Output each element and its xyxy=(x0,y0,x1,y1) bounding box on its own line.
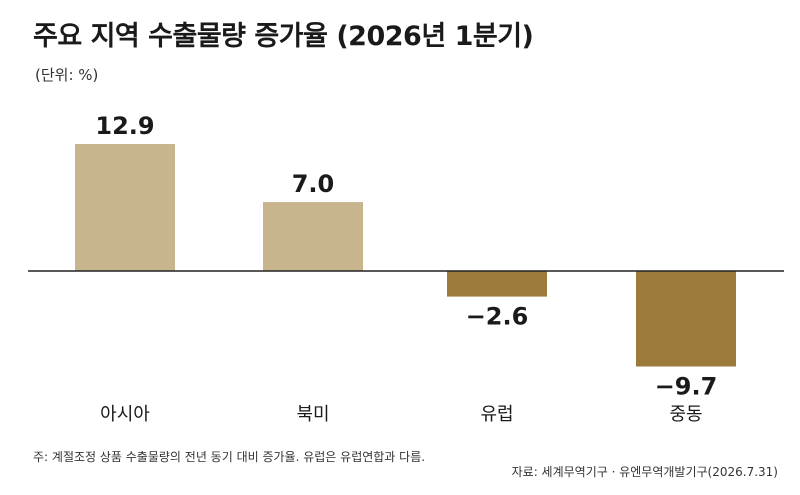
bars-group xyxy=(75,144,736,367)
value-label-4: −9.7 xyxy=(655,372,718,400)
value-label-1: 12.9 xyxy=(95,112,154,140)
bar-1 xyxy=(75,144,175,271)
bar-2 xyxy=(263,202,363,271)
value-label-3: −2.6 xyxy=(466,303,529,331)
unit-label: (단위: %) xyxy=(35,66,99,84)
bar-3 xyxy=(447,271,547,297)
source-note: 자료: 세계무역기구 · 유엔무역개발기구(2026.7.31) xyxy=(511,465,778,479)
category-label-4: 중동 xyxy=(669,404,702,425)
category-label-1: 아시아 xyxy=(100,404,150,425)
labels-group: 12.9 아시아 7.0 북미 −2.6 유럽 −9.7 중동 xyxy=(95,112,717,425)
chart-title: 주요 지역 수출물량 증가율 (2026년 1분기) xyxy=(33,21,534,52)
footnote: 주: 계절조정 상품 수출물량의 전년 동기 대비 증가율. 유럽은 유럽연합과… xyxy=(33,450,426,464)
bar-4 xyxy=(636,271,736,367)
value-label-2: 7.0 xyxy=(292,170,335,198)
category-label-3: 유럽 xyxy=(480,404,513,425)
category-label-2: 북미 xyxy=(296,404,329,425)
